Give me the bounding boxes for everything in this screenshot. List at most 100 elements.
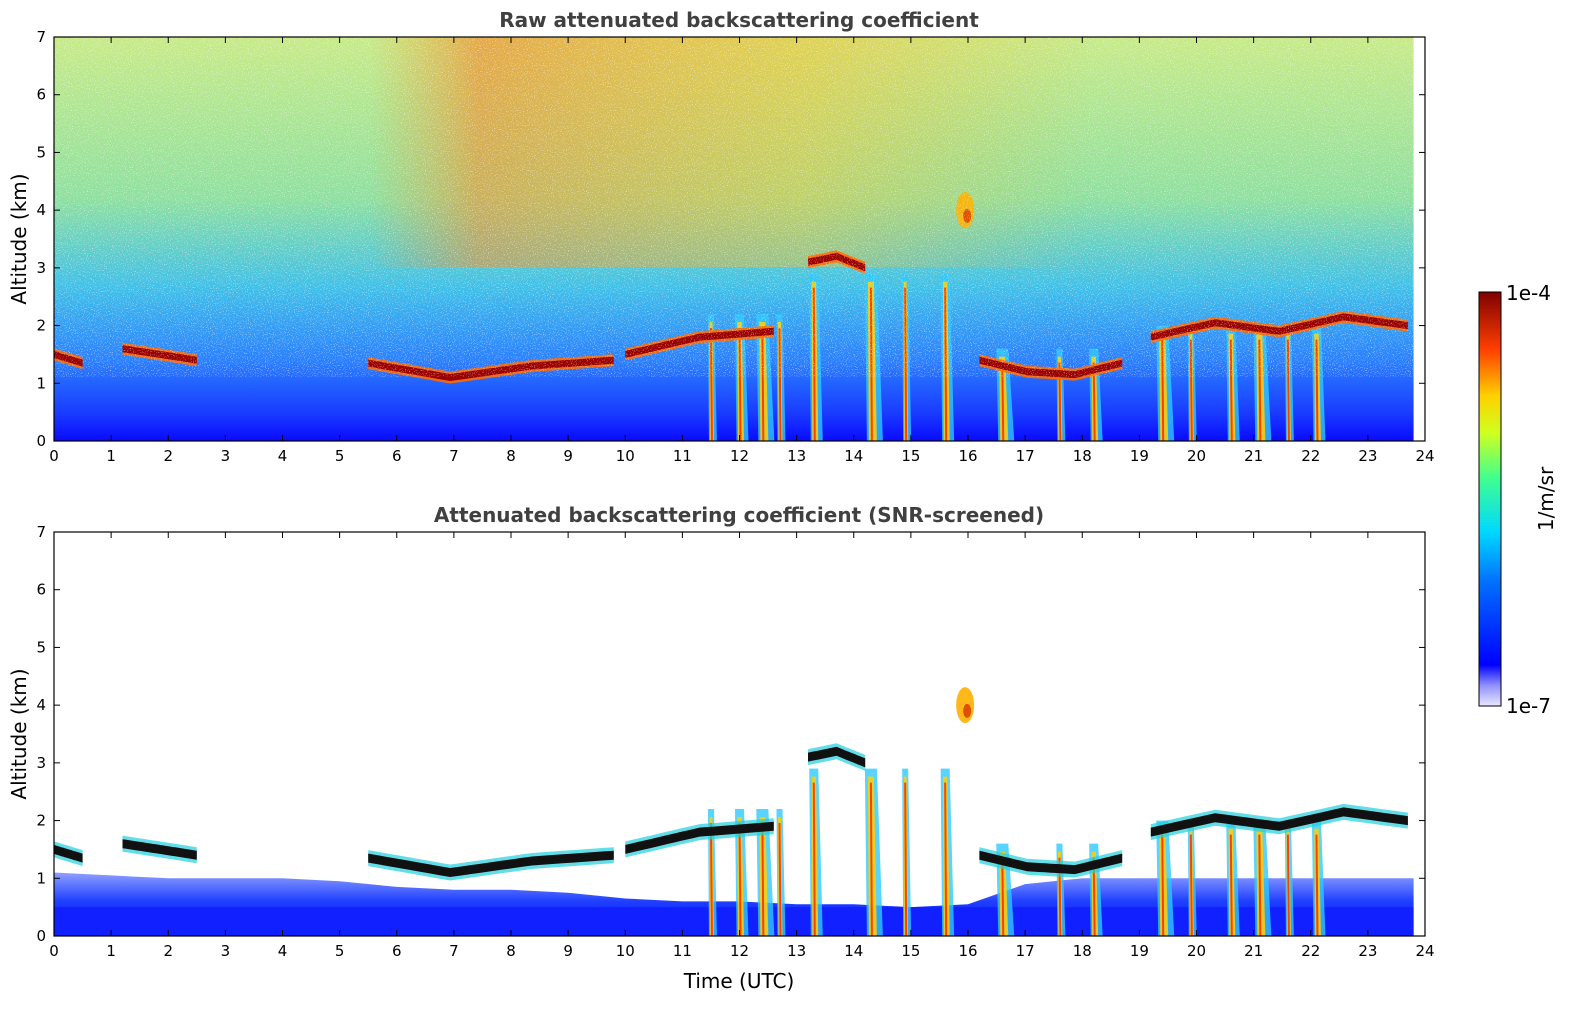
- panel-raw: 0 1 2 3 4 5 6 7 8 9 10 11 12 13 14 15 16 17 18 19 20 21 22 23 24…: [7, 8, 1435, 465]
- x-tick-label: 20: [1187, 447, 1206, 465]
- fall-streak-center: [1058, 857, 1062, 936]
- fall-streak-center: [812, 782, 816, 936]
- fall-streak-center: [869, 782, 873, 936]
- x-tick-label: 0: [49, 447, 59, 465]
- x-tick-label: 18: [1073, 447, 1092, 465]
- fall-streak-center: [1092, 362, 1096, 441]
- raw-ylabel: Altitude (km): [7, 173, 31, 304]
- x-tick-label: 9: [563, 447, 573, 465]
- x-tick-label: 14: [844, 447, 863, 465]
- x-tick-label: 17: [1016, 447, 1035, 465]
- x-tick-label: 7: [449, 942, 459, 960]
- x-tick-label: 23: [1358, 942, 1377, 960]
- ground-signal-dense: [54, 907, 1414, 936]
- screened-ticks: 0 1 2 3 4 5 6 7 8 9 10 11 12 13 14 15 16 17 18 19 20 21 22 23 24…: [36, 523, 1434, 960]
- raw-heatmap: [54, 37, 1414, 441]
- y-tick-label: 4: [36, 696, 46, 714]
- colorbar-unit-label: 1/m/sr: [1534, 466, 1558, 531]
- y-tick-label: 0: [36, 432, 46, 450]
- y-tick-label: 3: [36, 259, 46, 277]
- y-tick-label: 1: [36, 374, 46, 392]
- x-tick-label: 4: [278, 447, 288, 465]
- y-tick-label: 7: [36, 28, 46, 46]
- screened-cloud-layer: [979, 850, 1123, 875]
- x-tick-label: 1: [106, 942, 116, 960]
- fall-streak-center: [1001, 857, 1005, 936]
- screened-cloud-layer: [1150, 807, 1408, 837]
- x-tick-label: 10: [616, 942, 635, 960]
- screened-fall-streaks: [707, 768, 1326, 936]
- y-tick-label: 1: [36, 869, 46, 887]
- x-tick-label: 12: [730, 447, 749, 465]
- x-tick-label: 5: [335, 942, 345, 960]
- y-tick-label: 0: [36, 927, 46, 945]
- y-tick-label: 5: [36, 143, 46, 161]
- panel-screened: 0 1 2 3 4 5 6 7 8 9 10 11 12 13 14 15 16 17 18 19 20 21 22 23 24…: [7, 503, 1435, 993]
- fall-streak-center: [1258, 834, 1262, 936]
- fall-streak-center: [1286, 834, 1290, 936]
- screened-cloud-layers: [54, 687, 1408, 881]
- raw-speckle-noise: [54, 37, 1414, 377]
- x-tick-label: 13: [787, 447, 806, 465]
- screened-heatmap: [54, 687, 1414, 936]
- raw-title: Raw attenuated backscattering coefficien…: [499, 8, 979, 32]
- screened-cloud-layer: [54, 844, 83, 863]
- x-tick-label: 21: [1244, 942, 1263, 960]
- fall-streak-center: [1315, 834, 1319, 936]
- x-tick-label: 24: [1415, 942, 1434, 960]
- colorbar-gradient: [1478, 291, 1502, 707]
- x-tick-label: 11: [673, 447, 692, 465]
- y-tick-label: 5: [36, 638, 46, 656]
- x-tick-label: 12: [730, 942, 749, 960]
- x-tick-label: 1: [106, 447, 116, 465]
- fall-streak-center: [1189, 834, 1193, 936]
- x-tick-label: 0: [49, 942, 59, 960]
- x-tick-label: 19: [1130, 942, 1149, 960]
- elevated-feature-core: [963, 703, 972, 718]
- x-tick-label: 18: [1073, 942, 1092, 960]
- x-tick-label: 19: [1130, 447, 1149, 465]
- x-tick-label: 5: [335, 447, 345, 465]
- raw-ticks: 0 1 2 3 4 5 6 7 8 9 10 11 12 13 14 15 16 17 18 19 20 21 22 23 24…: [36, 28, 1434, 465]
- fall-streak-center: [904, 782, 908, 936]
- x-tick-label: 8: [506, 447, 516, 465]
- y-tick-label: 7: [36, 523, 46, 541]
- x-tick-label: 8: [506, 942, 516, 960]
- colorbar-min-label: 1e-7: [1506, 694, 1551, 718]
- x-tick-label: 4: [278, 942, 288, 960]
- fall-streak-center: [1058, 362, 1062, 441]
- x-tick-label: 17: [1016, 942, 1035, 960]
- x-tick-label: 13: [787, 942, 806, 960]
- fall-streak-center: [738, 823, 742, 936]
- x-tick-label: 6: [392, 447, 402, 465]
- x-tick-label: 22: [1301, 942, 1320, 960]
- x-tick-label: 16: [958, 447, 977, 465]
- x-tick-label: 3: [221, 942, 231, 960]
- x-tick-label: 22: [1301, 447, 1320, 465]
- fall-streak-center: [778, 823, 782, 936]
- x-tick-label: 21: [1244, 447, 1263, 465]
- screened-title: Attenuated backscattering coefficient (S…: [434, 503, 1044, 527]
- x-tick-label: 2: [163, 942, 173, 960]
- x-tick-label: 14: [844, 942, 863, 960]
- fall-streak-center: [944, 782, 948, 936]
- fall-streak-center: [761, 823, 765, 936]
- x-tick-label: 6: [392, 942, 402, 960]
- x-tick-label: 2: [163, 447, 173, 465]
- screened-cloud-layer: [808, 746, 866, 768]
- fall-streak-center: [1161, 834, 1165, 936]
- x-tick-label: 10: [616, 447, 635, 465]
- fall-streak-center: [1229, 834, 1233, 936]
- x-tick-label: 23: [1358, 447, 1377, 465]
- x-tick-label: 7: [449, 447, 459, 465]
- x-tick-label: 16: [958, 942, 977, 960]
- screened-cloud-layer: [368, 850, 614, 877]
- x-tick-label: 15: [901, 447, 920, 465]
- fall-streak-center: [709, 823, 713, 936]
- colorbar: 1e-4 1e-7 1/m/sr: [1478, 281, 1558, 718]
- y-tick-label: 2: [36, 812, 46, 830]
- y-tick-label: 6: [36, 581, 46, 599]
- y-tick-label: 2: [36, 317, 46, 335]
- screened-cloud-layer: [122, 839, 197, 860]
- x-tick-label: 24: [1415, 447, 1434, 465]
